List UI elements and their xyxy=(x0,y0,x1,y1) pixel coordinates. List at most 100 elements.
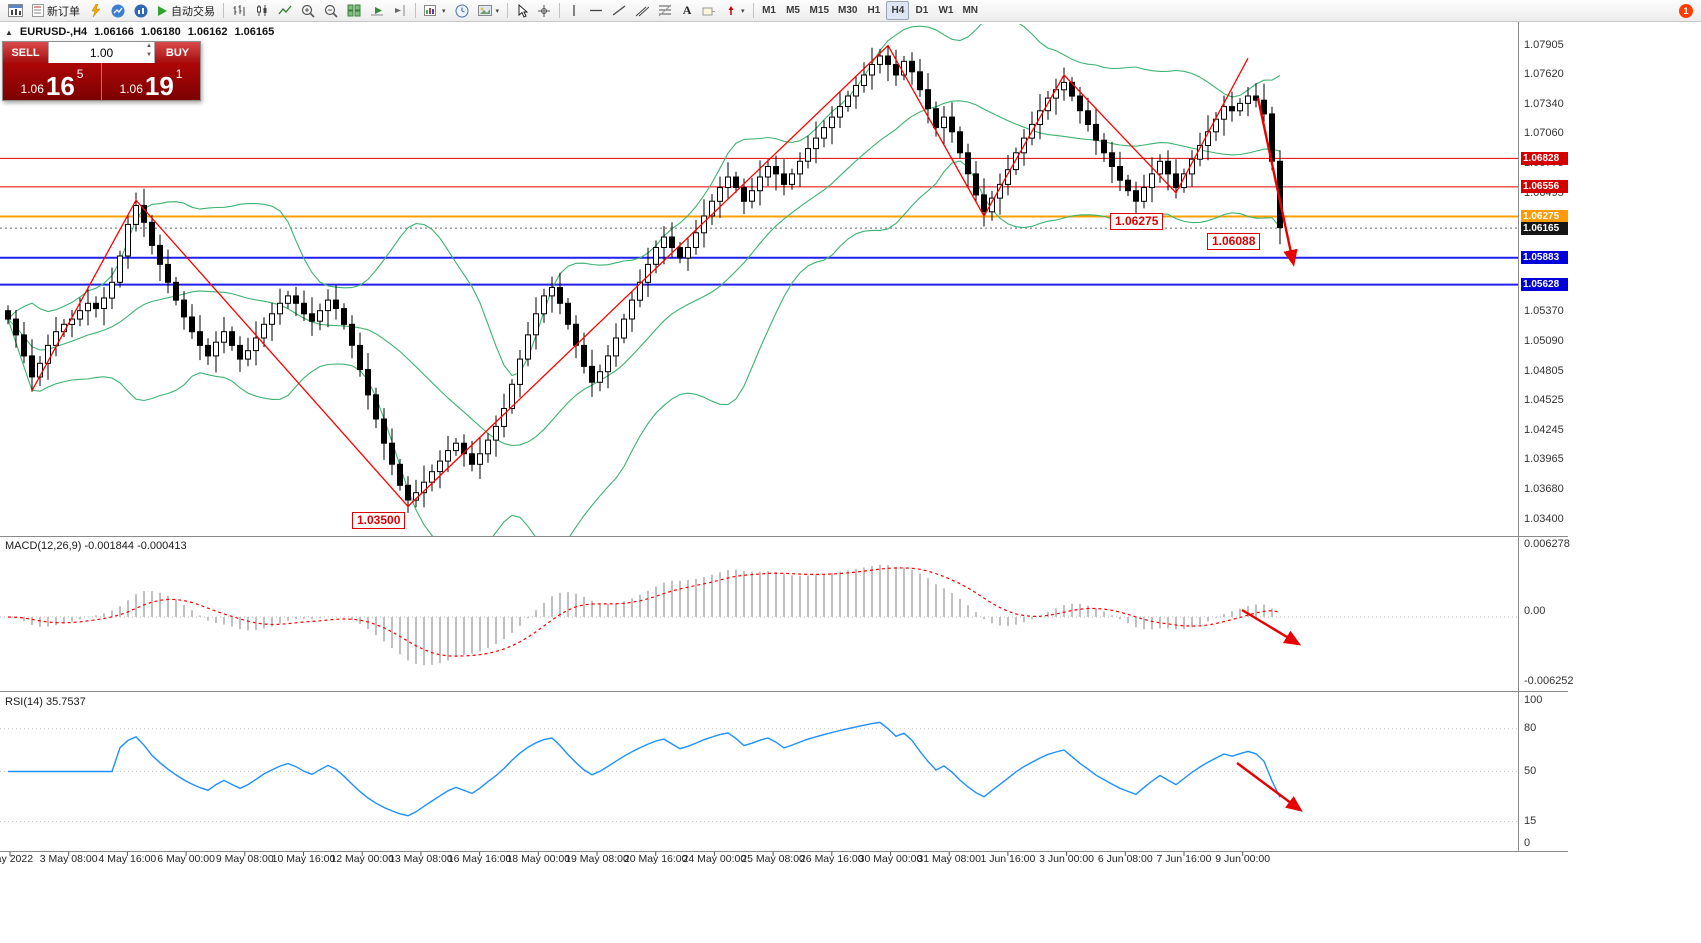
timeframe-button-d1[interactable]: D1 xyxy=(915,5,929,16)
toolbar: 新订单 自动交易 ▾ ▾ A ▾ M1 M5 M15 M30 xyxy=(0,0,1701,22)
volume-up-button[interactable]: ▲ xyxy=(146,43,152,49)
ohlc-high: 1.06180 xyxy=(140,26,181,38)
price-axis[interactable]: 0.006278 0.00 -0.006252 1.07905 1.07620 1.… xyxy=(1521,0,1699,943)
text-icon[interactable]: A xyxy=(682,3,692,17)
time-axis-label: 1 Jun 16:00 xyxy=(980,853,1036,865)
equidistant-channel-icon[interactable] xyxy=(631,1,653,20)
new-order-button[interactable]: 新订单 xyxy=(28,1,84,20)
buy-button[interactable]: BUY xyxy=(155,42,200,63)
sell-button[interactable]: SELL xyxy=(3,42,48,63)
new-order-label: 新订单 xyxy=(47,5,80,18)
price-annotation-resistance[interactable]: 1.06275 xyxy=(1110,213,1164,230)
price-line-label: 1.06275 xyxy=(1521,210,1568,223)
timeframe-button-mn[interactable]: MN xyxy=(962,5,979,16)
time-axis-label: 12 May 00:00 xyxy=(330,853,394,865)
price-annotation-low[interactable]: 1.03500 xyxy=(352,512,406,529)
autotrading-play-icon xyxy=(157,5,168,17)
clock-icon xyxy=(455,4,469,18)
time-axis-label: May 2022 xyxy=(0,853,34,865)
crosshair-icon[interactable] xyxy=(533,1,555,20)
indicators-icon xyxy=(424,4,438,17)
macd-panel-resize-handle[interactable] xyxy=(0,536,1568,537)
price-line-label: 1.06828 xyxy=(1521,151,1568,165)
bar-chart-icon[interactable] xyxy=(228,1,250,20)
chevron-down-icon: ▾ xyxy=(495,7,500,15)
timeframe-button-m1[interactable]: M1 xyxy=(762,5,776,16)
trendline-icon[interactable] xyxy=(608,1,630,20)
volume-field[interactable]: 1.00 ▲ ▼ xyxy=(48,42,155,63)
line-chart-icon[interactable] xyxy=(274,1,296,20)
timeframe-button-h4[interactable]: H4 xyxy=(886,1,910,20)
price-line-label: 1.05628 xyxy=(1521,278,1568,292)
price-annotation-support[interactable]: 1.06088 xyxy=(1207,233,1261,250)
timeframe-button-m15[interactable]: M15 xyxy=(809,5,829,16)
rsi-axis-tick: 80 xyxy=(1524,722,1537,735)
timeframe-button-m5[interactable]: M5 xyxy=(786,5,800,16)
text-label-icon[interactable] xyxy=(698,1,720,20)
time-axis-label: 3 Jun 00:00 xyxy=(1039,853,1095,865)
new-order-icon xyxy=(32,4,44,17)
autotrading-label: 自动交易 xyxy=(171,5,215,18)
time-axis[interactable]: May 2022 3 May 08:004 May 16:006 May 00:0… xyxy=(0,853,1520,869)
time-axis-label: 6 May 00:00 xyxy=(157,853,215,865)
time-axis-label: 24 May 00:00 xyxy=(682,853,747,865)
rsi-axis-tick: 100 xyxy=(1524,693,1543,706)
current-price-label: 1.06165 xyxy=(1521,221,1568,235)
notification-count: 1 xyxy=(1679,3,1693,18)
time-axis-label: 20 May 16:00 xyxy=(623,853,688,865)
cursor-icon[interactable] xyxy=(512,1,532,20)
candlestick-chart-icon[interactable] xyxy=(251,1,273,20)
time-axis-label: 3 May 08:00 xyxy=(39,853,98,865)
price-line-label: 1.06556 xyxy=(1521,180,1568,194)
zoom-out-icon[interactable] xyxy=(320,1,342,20)
rsi-axis-tick: 15 xyxy=(1524,815,1537,828)
volume-down-button[interactable]: ▼ xyxy=(146,52,152,58)
time-axis-label: 18 May 00:00 xyxy=(506,853,571,865)
notification-badge[interactable]: 1 xyxy=(1675,1,1697,20)
template-button[interactable]: ▾ xyxy=(474,1,504,20)
market-watch-icon[interactable] xyxy=(107,1,129,20)
vertical-line-icon[interactable] xyxy=(564,1,584,20)
buy-price-display[interactable]: 1.06 19 1 xyxy=(102,63,200,100)
macd-axis-max: 0.006278 xyxy=(1524,538,1570,550)
price-tick: 1.03400 xyxy=(1524,512,1564,525)
fibonacci-icon[interactable] xyxy=(654,1,676,20)
zoom-in-icon[interactable] xyxy=(297,1,319,20)
trade-panel-collapse-icon[interactable]: ▲ xyxy=(5,27,13,37)
time-axis-label: 7 Jun 16:00 xyxy=(1156,853,1212,865)
rsi-label: RSI(14) 35.7537 xyxy=(5,696,86,708)
timeframe-button-w1[interactable]: W1 xyxy=(938,5,954,16)
sell-price-display[interactable]: 1.06 16 5 xyxy=(3,63,101,100)
ohlc-low: 1.06162 xyxy=(187,26,228,38)
macd-axis-min: -0.006252 xyxy=(1524,675,1574,687)
time-axis-label: 4 May 16:00 xyxy=(98,853,157,865)
price-tick: 1.07905 xyxy=(1524,38,1564,51)
indicators-button[interactable]: ▾ xyxy=(420,1,450,20)
metaeditor-icon[interactable] xyxy=(85,1,106,20)
time-axis-separator xyxy=(0,851,1568,852)
horizontal-line-icon[interactable] xyxy=(585,1,607,20)
price-tick: 1.05090 xyxy=(1524,334,1564,347)
timeframe-button-h1[interactable]: H1 xyxy=(867,5,881,16)
price-tick: 1.04245 xyxy=(1524,423,1564,436)
time-axis-label: 19 May 08:00 xyxy=(565,853,629,865)
auto-scroll-icon[interactable] xyxy=(366,1,388,20)
time-axis-label: 16 May 16:00 xyxy=(447,853,512,865)
time-axis-label: 10 May 16:00 xyxy=(271,853,336,865)
sell-price-sup: 5 xyxy=(76,67,84,81)
tile-windows-icon[interactable] xyxy=(343,1,365,20)
rsi-panel-resize-handle[interactable] xyxy=(0,691,1568,692)
sell-price-big: 16 xyxy=(45,71,75,101)
data-window-icon[interactable] xyxy=(130,1,152,20)
chart-header: ▲ EURUSD-,H4 1.06166 1.06180 1.06162 1.0… xyxy=(5,26,274,38)
chart-shift-icon[interactable] xyxy=(389,1,411,20)
arrows-tool-button[interactable]: ▾ xyxy=(721,1,749,20)
macd-label: MACD(12,26,9) -0.001844 -0.000413 xyxy=(5,540,187,552)
autotrading-button[interactable]: 自动交易 xyxy=(153,1,219,20)
chart-window-icon[interactable] xyxy=(4,1,27,20)
macd-axis-zero: 0.00 xyxy=(1524,605,1546,617)
period-button[interactable] xyxy=(451,1,473,20)
timeframe-button-m30[interactable]: M30 xyxy=(838,5,858,16)
